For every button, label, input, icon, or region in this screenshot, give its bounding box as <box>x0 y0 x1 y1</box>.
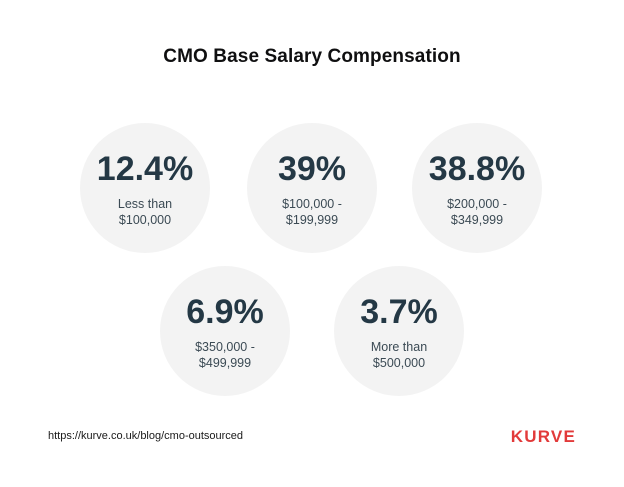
stat-percent: 39% <box>277 150 347 188</box>
stat-label-line: $349,999 <box>450 213 504 227</box>
stat-label-line: $500,000 <box>372 356 426 370</box>
stat-label-line: $499,999 <box>198 356 252 370</box>
stat-label-line: $100,000 - <box>282 197 342 211</box>
stat-label-line: $200,000 - <box>447 197 507 211</box>
stat-label-line: Less than <box>117 197 173 211</box>
stat-circle-less-than-100k: 12.4% Less than $100,000 <box>80 123 210 253</box>
stat-label: $350,000 - $499,999 <box>160 339 290 371</box>
stat-label: $100,000 - $199,999 <box>247 196 377 228</box>
stat-label-line: $100,000 <box>118 213 172 227</box>
stat-circle-350k-499k: 6.9% $350,000 - $499,999 <box>160 266 290 396</box>
source-url: https://kurve.co.uk/blog/cmo-outsourced <box>48 430 244 442</box>
stat-label: Less than $100,000 <box>80 196 210 228</box>
stat-circle-200k-349k: 38.8% $200,000 - $349,999 <box>412 123 542 253</box>
stat-label-line: $199,999 <box>285 213 339 227</box>
kurve-logo: KURVE <box>510 427 576 446</box>
stat-percent: 3.7% <box>360 293 438 331</box>
page-title: CMO Base Salary Compensation <box>163 46 461 67</box>
stat-percent: 6.9% <box>186 293 264 331</box>
stat-percent: 12.4% <box>96 150 194 188</box>
stat-circle-100k-199k: 39% $100,000 - $199,999 <box>247 123 377 253</box>
stat-label: $200,000 - $349,999 <box>412 196 542 228</box>
stat-label-line: More than <box>370 340 428 354</box>
stat-label-line: $350,000 - <box>195 340 255 354</box>
stat-circle-more-than-500k: 3.7% More than $500,000 <box>334 266 464 396</box>
stat-label: More than $500,000 <box>334 339 464 371</box>
stat-percent: 38.8% <box>428 150 526 188</box>
